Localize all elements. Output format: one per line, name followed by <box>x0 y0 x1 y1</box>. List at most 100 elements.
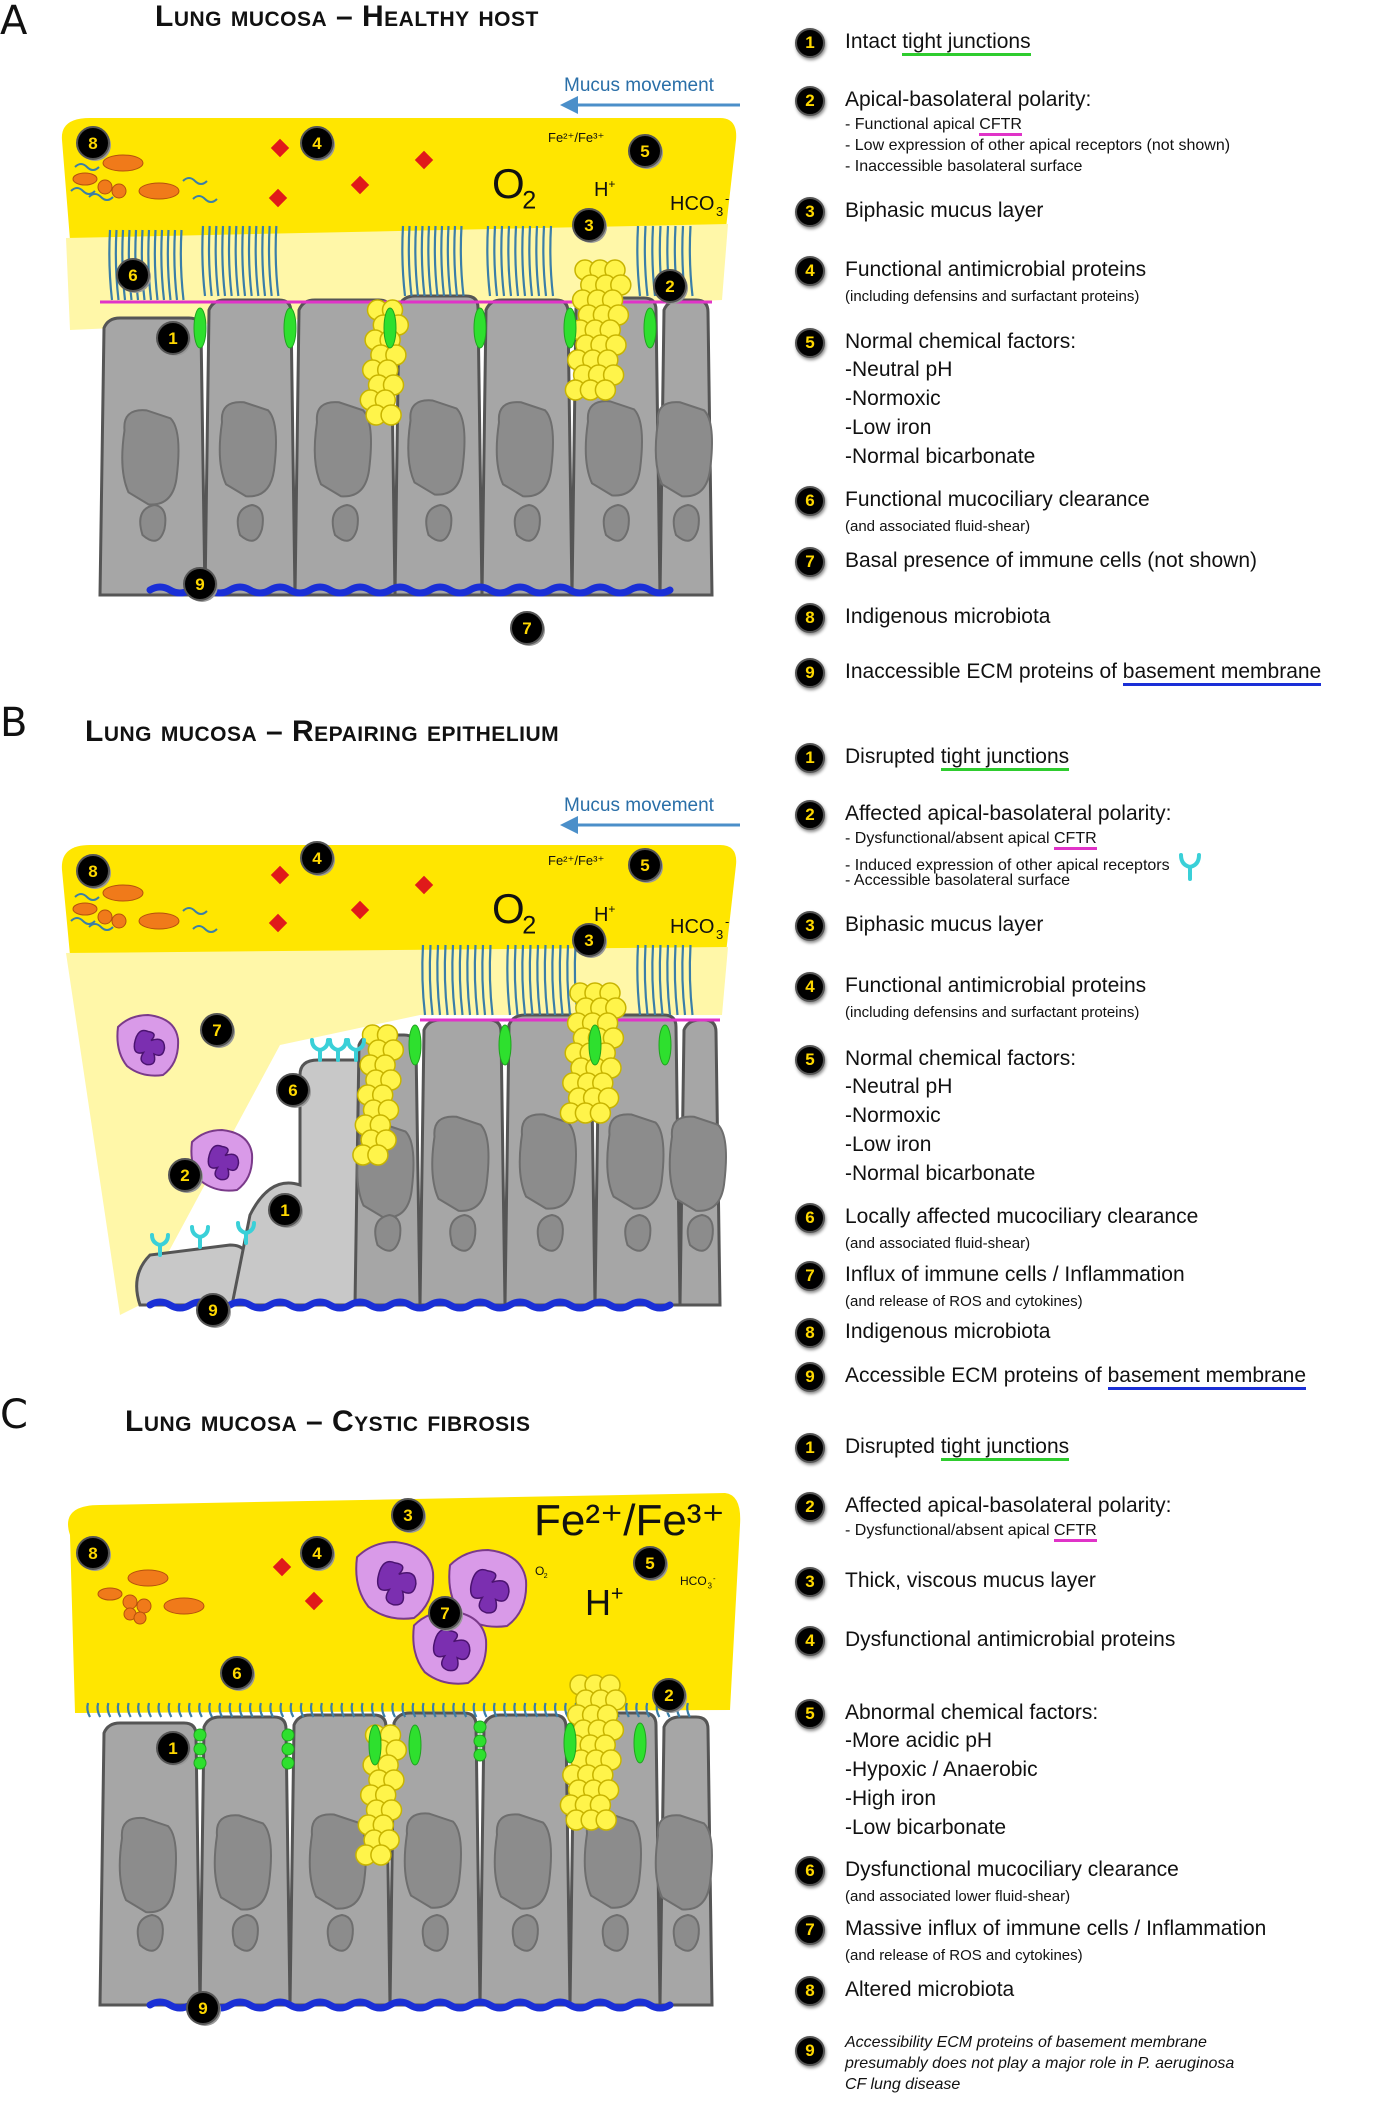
cilium <box>241 225 247 297</box>
panel-c-legend: 1 Disrupted tight junctions 2 Affected apic… <box>785 1405 1385 2105</box>
legend-text-underlined: basement membrane <box>1107 1364 1307 1390</box>
badge-8: 8 <box>76 854 111 889</box>
legend-text: Accessible ECM proteins of basement memb… <box>845 1364 1307 1390</box>
cilium <box>173 229 179 301</box>
panel-c-title: Lung mucosa – Cystic fibrosis <box>125 1405 531 1438</box>
cilium <box>381 1702 386 1718</box>
immune-cell <box>116 1013 180 1077</box>
legend-factor-line: -Low iron <box>845 1133 932 1156</box>
badge-8: 8 <box>76 126 111 161</box>
cilia <box>506 944 579 1016</box>
cilium <box>350 1702 356 1718</box>
tight-junction-fragment <box>281 1728 295 1742</box>
basement-membrane <box>146 583 674 597</box>
cilium <box>279 1702 285 1718</box>
cilium <box>106 1702 112 1718</box>
proton-superscript: + <box>608 902 615 916</box>
antimicrobial-protein <box>268 188 288 208</box>
proton-label: H <box>594 904 608 926</box>
legend-subline: - Dysfunctional/absent apical CFTR <box>845 1522 1097 1542</box>
goblet-cell-granules <box>352 1024 405 1166</box>
tight-junction <box>563 1722 577 1764</box>
cilium <box>658 944 664 1016</box>
cilium <box>433 225 439 297</box>
damaged-cell <box>135 1243 250 1307</box>
svg-text:9: 9 <box>198 1999 207 2018</box>
legend-factor-line: -Normoxic <box>845 387 941 410</box>
tight-junction <box>643 307 657 349</box>
badge-4: 4 <box>300 1536 335 1571</box>
cilium <box>521 944 527 1016</box>
legend-text: Altered microbiota <box>845 1978 1014 2002</box>
cilium <box>643 944 649 1016</box>
tight-junction-fragment <box>193 1756 207 1770</box>
legend-badge: 7 <box>795 1915 825 1945</box>
legend-factor-line: -Low bicarbonate <box>845 1816 1007 1839</box>
legend-text: Thick, viscous mucus layer <box>845 1569 1096 1593</box>
cilium <box>528 944 534 1016</box>
legend-badge: 5 <box>795 328 825 358</box>
badge-3: 3 <box>572 208 607 243</box>
legend-text: Affected apical-basolateral polarity: <box>845 1494 1171 1518</box>
apical-receptor <box>150 1233 170 1257</box>
legend-italic-line: Accessibility ECM proteins of basement m… <box>845 2034 1207 2051</box>
antimicrobial-protein <box>414 150 434 170</box>
antimicrobial-protein <box>414 875 434 895</box>
legend-text-main: Disrupted <box>845 1435 941 1458</box>
legend-text-main: Functional mucociliary clearance <box>845 488 1150 511</box>
svg-text:4: 4 <box>312 1544 322 1563</box>
goblet-cell-granules <box>355 1724 408 1866</box>
cilium <box>96 1702 102 1718</box>
legend-note: (including defensins and surfactant prot… <box>845 1004 1140 1021</box>
legend-factor-line: -Normal bicarbonate <box>845 445 1036 468</box>
tight-junction <box>473 307 487 349</box>
cilium <box>514 225 520 297</box>
tight-junction <box>498 1024 512 1066</box>
tight-junction <box>588 1024 602 1066</box>
svg-text:8: 8 <box>88 134 97 153</box>
oxygen-subscript: 2 <box>544 1571 548 1580</box>
badge-2: 2 <box>652 1678 687 1713</box>
cftr-label: CFTR <box>1054 1522 1097 1542</box>
legend-text-main: Influx of immune cells / Inflammation <box>845 1263 1185 1286</box>
flagellum <box>74 163 100 171</box>
bacterium <box>138 182 180 200</box>
cilium <box>228 1702 234 1718</box>
cilium <box>167 1702 173 1718</box>
proton-label: H <box>594 179 608 201</box>
antimicrobial-protein <box>270 138 290 158</box>
legend-text: Basal presence of immune cells (not show… <box>845 549 1257 573</box>
legend-factor-line: -Normoxic <box>845 1104 941 1127</box>
oxygen-subscript: 2 <box>522 187 536 215</box>
cilium <box>459 225 465 297</box>
legend-note: (and release of ROS and cytokines) <box>845 1947 1083 1964</box>
legend-text: Functional antimicrobial proteins <box>845 258 1146 282</box>
legend-subline: - Inaccessible basolateral surface <box>845 158 1082 176</box>
cell-nucleus <box>218 401 277 498</box>
legend-badge: 3 <box>795 911 825 941</box>
basement-membrane <box>146 1998 674 2012</box>
badge-7: 7 <box>510 611 545 646</box>
badge-7: 7 <box>200 1013 235 1048</box>
legend-badge: 1 <box>795 28 825 58</box>
flagellum <box>182 907 208 915</box>
bacterium <box>138 912 180 930</box>
cilium <box>391 1702 396 1718</box>
legend-note: (and associated fluid-shear) <box>845 1235 1031 1252</box>
cilium <box>481 944 487 1016</box>
cilium <box>553 1702 559 1718</box>
cell-nucleus <box>431 1115 490 1212</box>
bicarbonate-subscript: 3 <box>716 927 723 942</box>
oxygen-label: O <box>535 1564 544 1578</box>
flagellum <box>70 917 96 925</box>
cilium <box>452 1702 457 1718</box>
tight-junction-fragment <box>281 1756 295 1770</box>
cilium <box>177 1702 183 1718</box>
cell-nucleus <box>584 400 643 497</box>
tight-junction <box>283 307 297 349</box>
svg-text:9: 9 <box>208 1301 217 1320</box>
mucus-gel-layer <box>61 845 737 955</box>
legend-factor-line: -Low iron <box>845 416 932 439</box>
antimicrobial-protein <box>272 1557 292 1577</box>
